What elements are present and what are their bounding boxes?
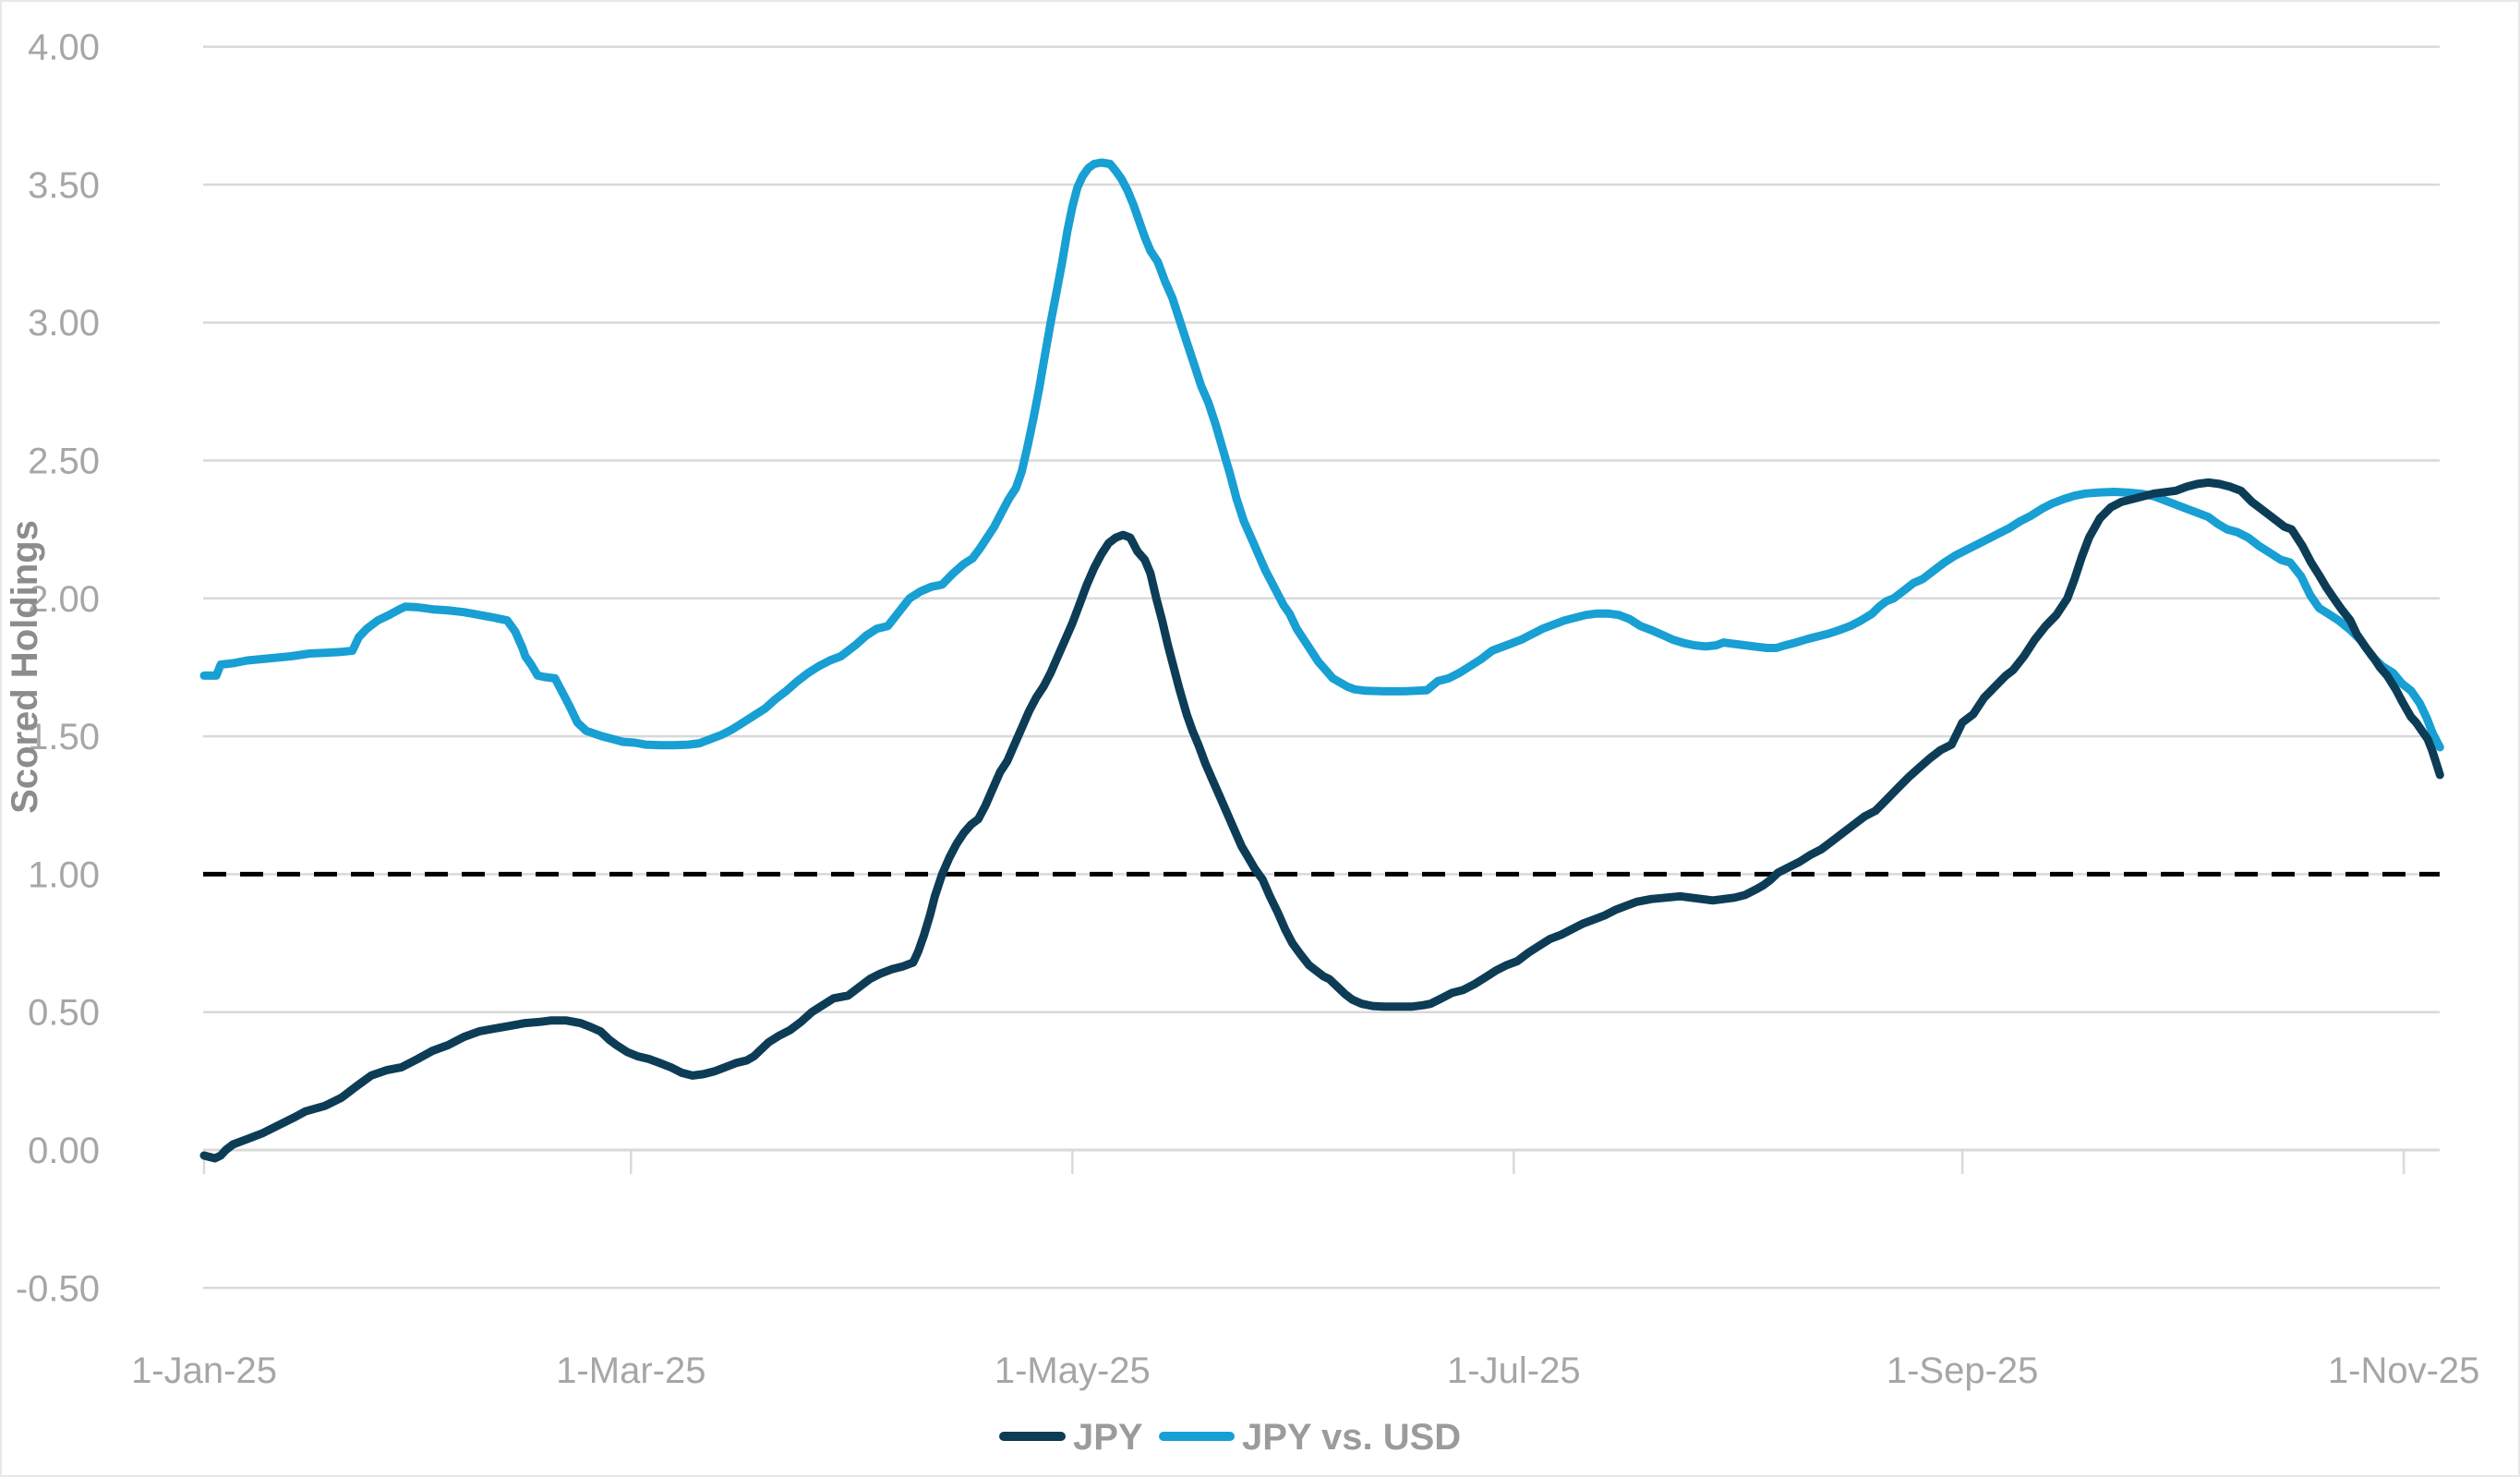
y-tick-label: 2.50 bbox=[28, 442, 100, 482]
legend-label-jpy-vs-usd: JPY vs. USD bbox=[1242, 1417, 1461, 1458]
y-tick-label: -0.50 bbox=[16, 1268, 100, 1309]
y-tick-label: 4.00 bbox=[28, 28, 100, 68]
series-jpy-vs-usd-line bbox=[199, 158, 2444, 752]
y-tick-label: 2.00 bbox=[28, 579, 100, 620]
x-tick-label: 1-Jul-25 bbox=[1447, 1350, 1581, 1391]
y-tick-label: 3.00 bbox=[28, 303, 100, 344]
series-jpy-line bbox=[199, 478, 2444, 1163]
x-tick-label: 1-May-25 bbox=[995, 1350, 1151, 1391]
x-tick-label: 1-Jan-25 bbox=[131, 1350, 277, 1391]
x-tick-label: 1-Nov-25 bbox=[2328, 1350, 2480, 1391]
x-tick-label: 1-Sep-25 bbox=[1887, 1350, 2039, 1391]
x-tick-label: 1-Mar-25 bbox=[556, 1350, 705, 1391]
y-tick-label: 3.50 bbox=[28, 165, 100, 206]
y-axis-title: Scored Holdings bbox=[5, 520, 45, 814]
y-tick-label: 1.50 bbox=[28, 717, 100, 757]
y-tick-label: 0.00 bbox=[28, 1131, 100, 1171]
y-tick-label: 1.00 bbox=[28, 854, 100, 895]
y-tick-label: 0.50 bbox=[28, 993, 100, 1034]
legend-label-jpy: JPY bbox=[1073, 1417, 1143, 1458]
